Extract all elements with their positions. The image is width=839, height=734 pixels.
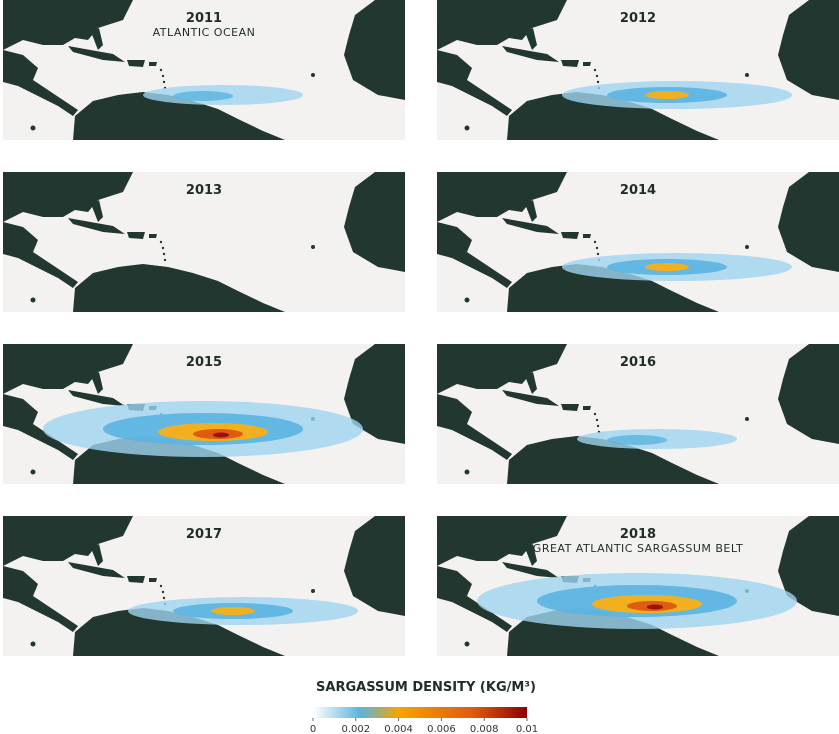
tick-label: 0.002 [341, 724, 370, 734]
tick-label: 0.004 [384, 724, 413, 734]
year-label: 2012 [620, 11, 656, 26]
colorbar [313, 707, 527, 718]
year-label: 2013 [186, 183, 222, 198]
sargassum [477, 573, 797, 629]
sargassum [562, 81, 792, 109]
tick-label: 0.008 [470, 724, 499, 734]
legend-ticks: 0 0.002 0.004 0.006 0.008 0.01 [310, 718, 538, 734]
sargassum [43, 401, 363, 457]
annotation: ATLANTIC OCEAN [153, 26, 256, 39]
year-label: 2016 [620, 355, 656, 370]
year-label: 2018 [620, 527, 656, 542]
tick-label: 0.01 [516, 724, 538, 734]
legend-title: SARGASSUM DENSITY (KG/M³) [316, 680, 536, 695]
tick-label: 0 [310, 724, 316, 734]
sargassum [577, 429, 737, 449]
map-panel: 2017 [3, 516, 405, 656]
map-panel: 2013 [3, 172, 405, 312]
map-panel: 2012 [437, 0, 839, 140]
map-panel: 2015 [3, 344, 405, 484]
year-label: 2015 [186, 355, 222, 370]
sargassum [562, 253, 792, 281]
sargassum [128, 597, 358, 625]
map-panel: 2014 [437, 172, 839, 312]
year-label: 2011 [186, 11, 222, 26]
sargassum [143, 85, 303, 105]
year-label: 2017 [186, 527, 222, 542]
tick-label: 0.006 [427, 724, 456, 734]
annotation: GREAT ATLANTIC SARGASSUM BELT [533, 542, 743, 555]
map-panel: 2016 [437, 344, 839, 484]
year-label: 2014 [620, 183, 656, 198]
